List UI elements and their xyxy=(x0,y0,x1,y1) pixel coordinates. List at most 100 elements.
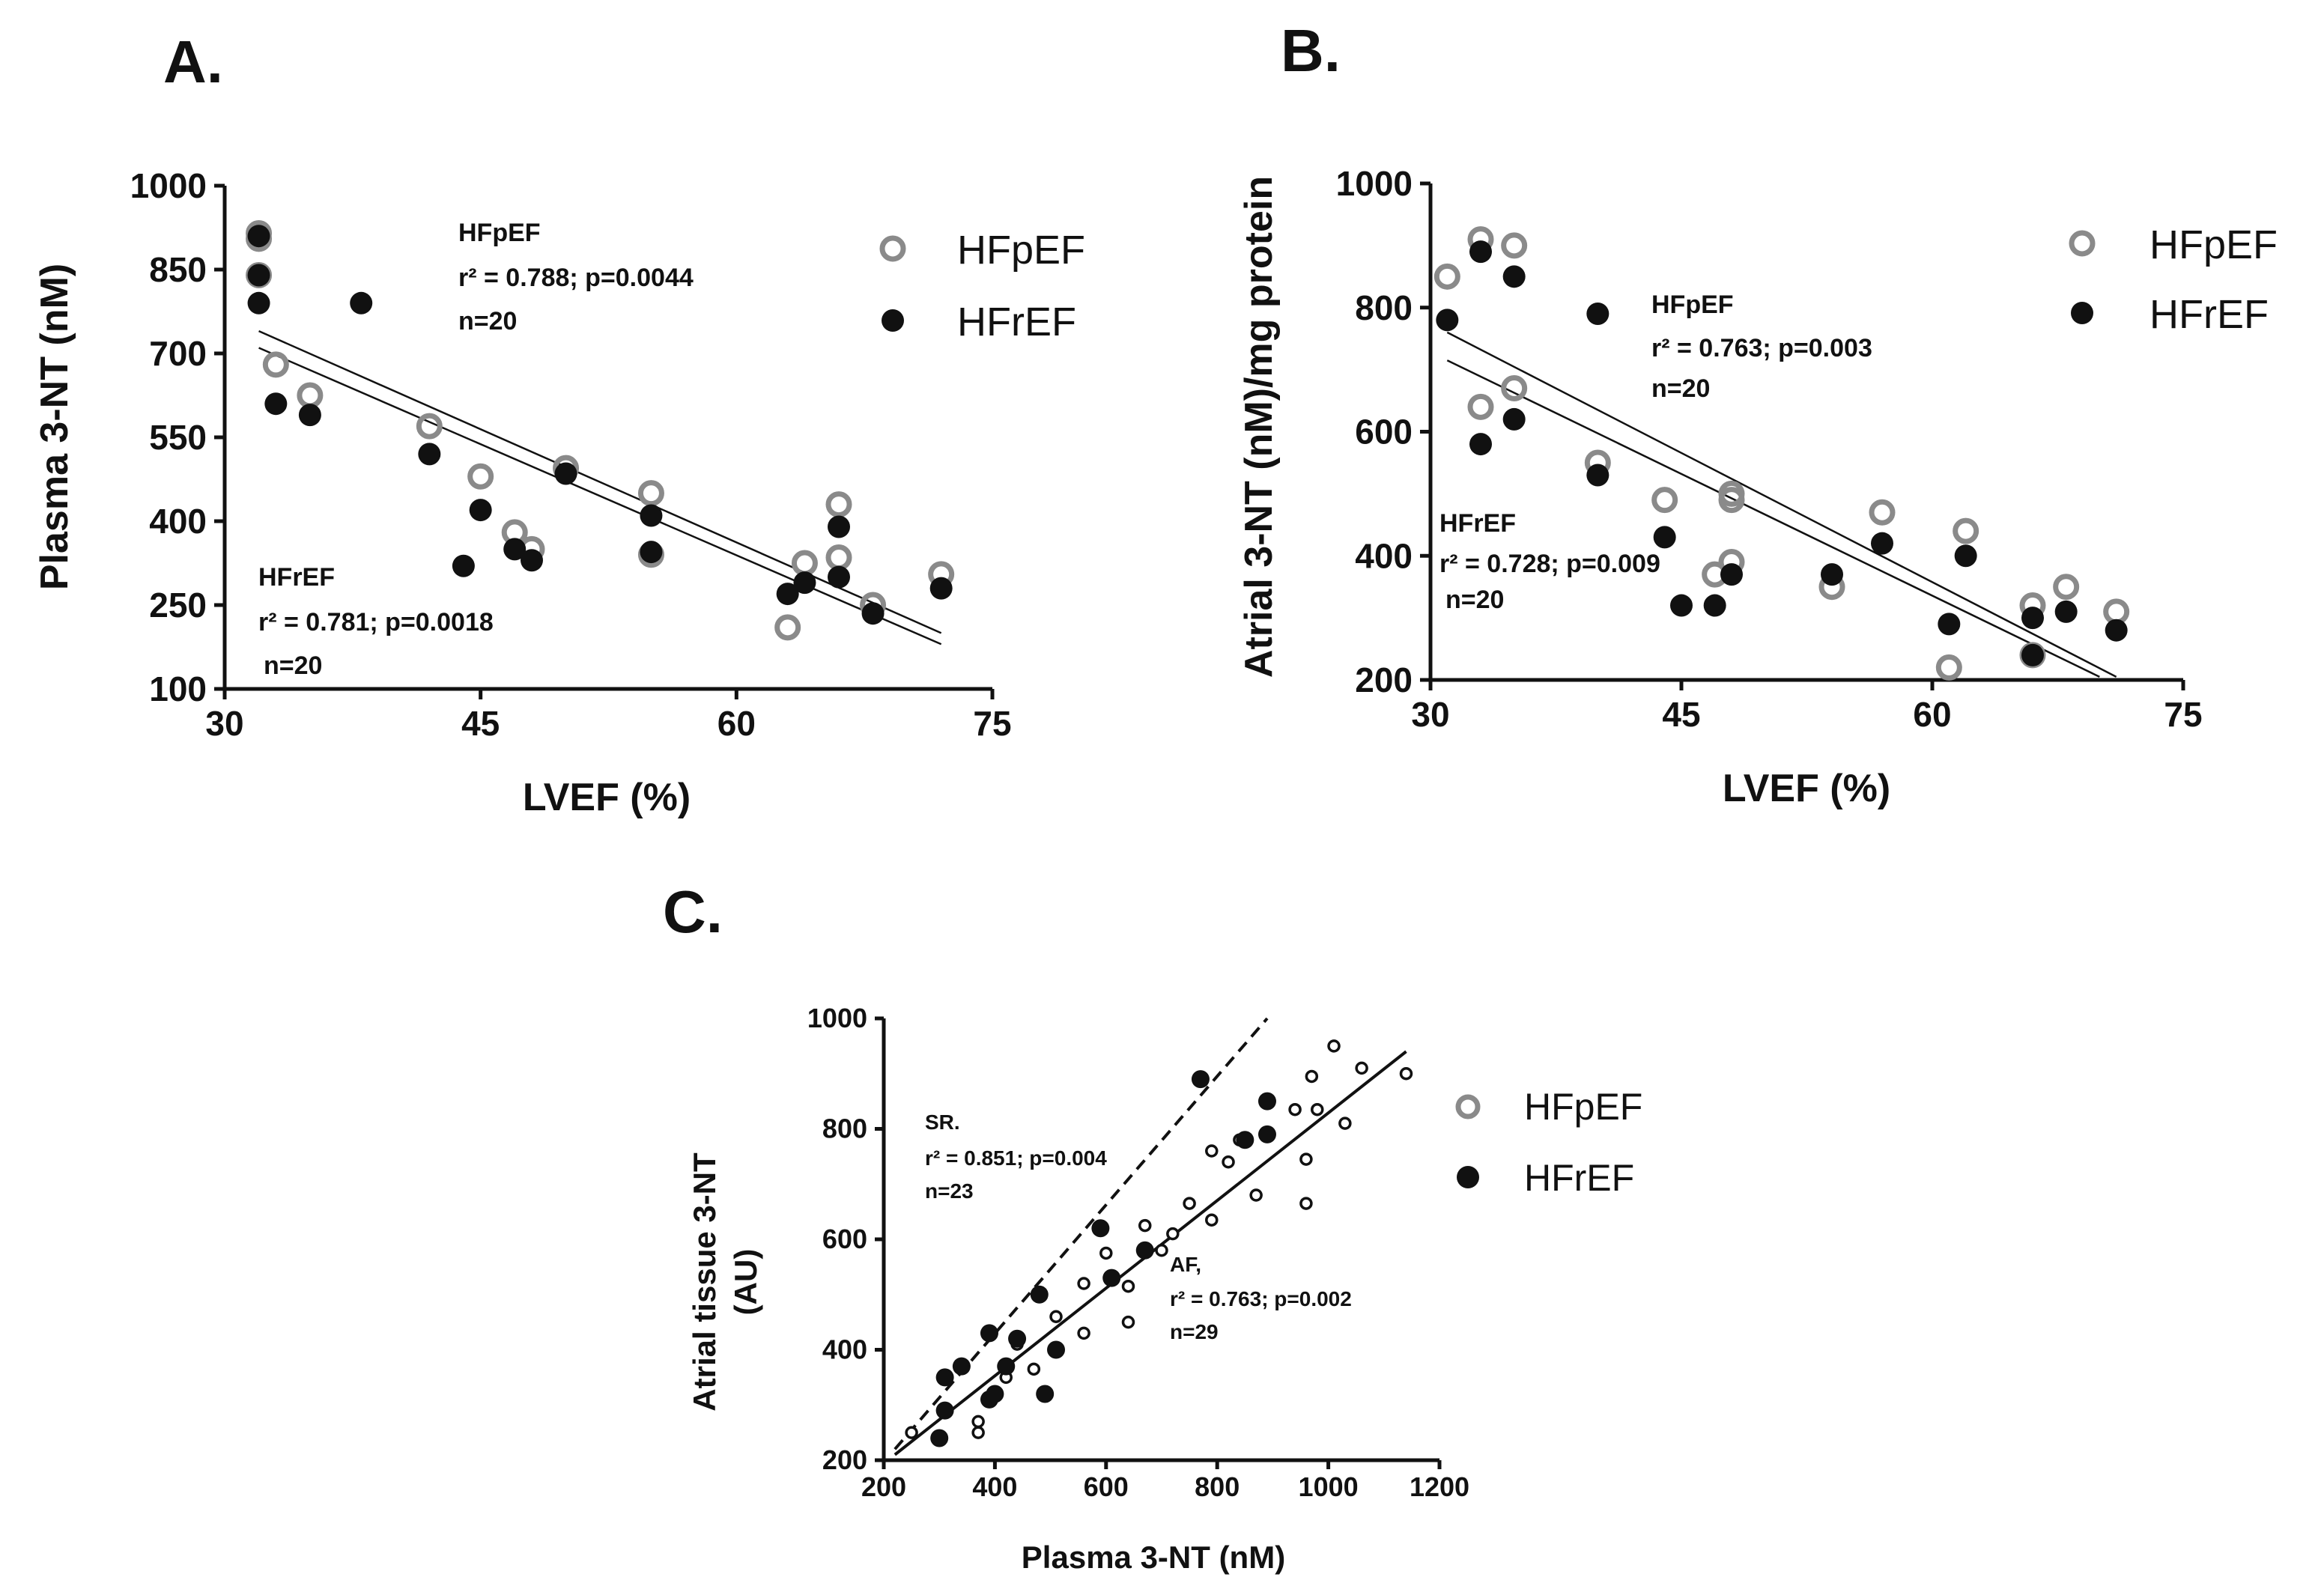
panel-c-point-hfref xyxy=(1102,1269,1121,1287)
panel-a-point-hfref xyxy=(776,583,799,606)
panel-a-hfpef-annotation-n: n=20 xyxy=(458,307,517,335)
panel-a-point-hfpef xyxy=(774,614,801,641)
panel-b-point-hfpef xyxy=(1869,499,1896,526)
panel-c-x-axis-title: Plasma 3-NT (nM) xyxy=(1022,1540,1285,1575)
panel-b-fit-line-line2 xyxy=(1446,359,2100,678)
panel-a-point-hfref xyxy=(828,565,850,589)
panel-b-points xyxy=(1433,226,2130,681)
panel-c-x-tick-label: 1000 xyxy=(1299,1471,1359,1502)
panel-b-axes: 30 45 60 75 200 400 600 800 1000 xyxy=(1336,164,2203,734)
panel-a-y-tick-label: 100 xyxy=(149,669,207,708)
panel-a-x-axis-title: LVEF (%) xyxy=(523,776,691,819)
panel-c-sr-annotation-stat: r² = 0.851; p=0.004 xyxy=(925,1146,1107,1170)
panel-c-point-hfpef xyxy=(905,1426,918,1439)
panel-c-point-hfpef xyxy=(1205,1144,1219,1158)
panel-b-point-hfref xyxy=(1586,303,1609,326)
panel-b-point-hfpef xyxy=(1935,654,1962,681)
panel-a-point-hfpef xyxy=(416,413,443,440)
panel-c-point-hfpef xyxy=(1299,1152,1313,1166)
panel-c-point-hfpef xyxy=(1077,1277,1090,1290)
panel-a-fit-lines xyxy=(258,329,942,645)
panel-b-y-tick-label: 800 xyxy=(1355,288,1413,327)
panel-b-point-hfpef xyxy=(1467,393,1494,420)
panel-c-point-hfpef xyxy=(1121,1315,1135,1329)
panel-c-legend-hfref-label: HFrEF xyxy=(1524,1157,1634,1199)
panel-a-point-hfref xyxy=(418,443,441,466)
panel-a-point-hfref xyxy=(469,499,492,522)
panel-b-point-hfpef xyxy=(1433,263,1460,290)
panel-c-point-hfref xyxy=(935,1368,954,1387)
panel-a-x-tick-label: 45 xyxy=(461,704,500,743)
panel-b-point-hfpef xyxy=(1501,232,1528,259)
panel-a-x-tick-label: 30 xyxy=(205,704,243,743)
panel-b-hfpef-annotation-stat: r² = 0.763; p=0.003 xyxy=(1651,334,1872,362)
panel-c-af-annotation-n: n=29 xyxy=(1170,1320,1219,1343)
panel-a-point-hfpef xyxy=(791,550,818,577)
panel-a-point-hfref xyxy=(521,549,543,572)
panel-c-y-tick-label: 1000 xyxy=(807,1003,867,1033)
panel-c-fit-lines xyxy=(894,1017,1407,1456)
panel-a-point-hfref xyxy=(828,515,850,538)
panel-b-hfpef-annotation-label: HFpEF xyxy=(1651,291,1734,319)
panel-a-point-hfref xyxy=(640,504,663,527)
panel-b-chart: 30 45 60 75 200 400 600 800 1000 LVEF (%) Atrial… xyxy=(1237,164,2278,810)
panel-c-legend-hfpef-marker xyxy=(1455,1094,1481,1119)
panel-a-y-tick-label: 1000 xyxy=(130,166,207,205)
panel-c-sr-annotation-n: n=23 xyxy=(925,1179,974,1203)
panel-c-x-tick-label: 400 xyxy=(972,1471,1017,1502)
panel-a-legend-hfref-label: HFrEF xyxy=(957,300,1076,344)
panel-c-point-hfpef xyxy=(1138,1218,1152,1233)
panel-a-point-hfpef xyxy=(825,544,852,571)
panel-c-point-hfref xyxy=(1257,1125,1276,1143)
panel-c-point-hfref xyxy=(986,1385,1004,1403)
panel-a-point-hfref xyxy=(452,554,475,577)
panel-a-point-hfref xyxy=(929,577,953,600)
panel-a-y-tick-label: 700 xyxy=(149,334,207,373)
panel-c-point-hfref xyxy=(1036,1385,1055,1403)
panel-c-sr-annotation-label: SR. xyxy=(925,1111,960,1134)
panel-c-point-hfref xyxy=(1030,1285,1049,1304)
panel-a-point-hfref xyxy=(247,291,270,315)
panel-c-y-axis-title-line2: (AU) xyxy=(728,1249,763,1316)
panel-b-fit-lines xyxy=(1446,331,2117,678)
panel-a-point-hfpef xyxy=(467,463,494,490)
panel-c-point-hfref xyxy=(935,1401,954,1420)
panel-c-y-tick-label: 200 xyxy=(822,1444,867,1475)
panel-a-point-hfref xyxy=(264,392,288,416)
panel-c-point-hfpef xyxy=(1222,1155,1235,1169)
panel-a-hfpef-annotation-stat: r² = 0.788; p=0.0044 xyxy=(458,264,694,292)
panel-b-point-hfref xyxy=(2021,643,2044,666)
panel-c-x-tick-label: 600 xyxy=(1084,1471,1129,1502)
panel-b-x-tick-label: 45 xyxy=(1662,695,1700,734)
panel-a-point-hfref xyxy=(247,225,270,248)
panel-c-x-tick-label: 1200 xyxy=(1410,1471,1469,1502)
panel-b-point-hfref xyxy=(1469,433,1492,456)
panel-b-point-hfpef xyxy=(1953,517,1979,544)
panel-b-hfref-annotation-label: HFrEF xyxy=(1439,509,1516,538)
panel-b-point-hfpef xyxy=(1651,487,1678,514)
panel-b-hfpef-annotation-n: n=20 xyxy=(1651,374,1710,403)
panel-c-legend-hfref-marker xyxy=(1457,1166,1479,1188)
panel-b-point-hfref xyxy=(1821,563,1843,586)
panel-b-x-tick-label: 75 xyxy=(2164,695,2202,734)
panel-c-point-hfref xyxy=(1091,1219,1110,1238)
panel-a-point-hfref xyxy=(793,571,816,595)
panel-b-point-hfref xyxy=(1938,613,1961,636)
panel-c-point-hfpef xyxy=(1183,1197,1196,1210)
panel-c-point-hfref xyxy=(997,1357,1016,1376)
panel-a-hfref-annotation-n: n=20 xyxy=(264,651,322,680)
panel-c-axes: 200 400 600 800 1000 1200 200 400 600 800 1000 xyxy=(807,1003,1469,1502)
panel-c-point-hfpef xyxy=(1355,1061,1368,1075)
panel-b-point-hfref xyxy=(2105,619,2128,642)
panel-b-x-axis-title: LVEF (%) xyxy=(1723,767,1890,810)
panel-c-point-hfpef xyxy=(1099,1246,1113,1260)
panel-a-point-hfref xyxy=(503,538,527,561)
panel-a-x-tick-label: 60 xyxy=(717,704,756,743)
panel-b-point-hfref xyxy=(1653,526,1676,549)
panel-c-fit-line-dashed xyxy=(894,1017,1269,1450)
panel-c-x-tick-label: 200 xyxy=(861,1471,906,1502)
panel-b-point-hfref xyxy=(2054,600,2078,623)
panel-c-point-hfpef xyxy=(1311,1102,1324,1116)
panel-a-legend-hfpef-marker xyxy=(879,235,906,262)
